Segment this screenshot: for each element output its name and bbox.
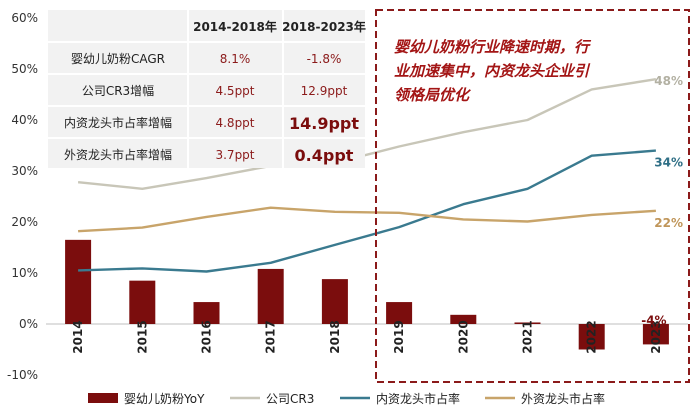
end-labels: -4% 48% 34% 22%	[641, 74, 683, 327]
y-tick-label: 30%	[11, 164, 38, 178]
legend-label-cr3: 公司CR3	[266, 392, 314, 406]
table-header-2018-2023: 2018-2023年	[282, 19, 366, 34]
table-cell: 4.5ppt	[215, 84, 254, 98]
bar-yoy-2021	[514, 322, 541, 324]
line-series-1	[77, 78, 657, 191]
table-cell: 4.8ppt	[215, 116, 254, 130]
table-row-label: 婴幼儿奶粉CAGR	[71, 52, 165, 66]
bar-yoy-2016	[193, 302, 220, 324]
end-label-3: 22%	[654, 216, 683, 230]
legend-label-foreign: 外资龙头市占率	[521, 391, 605, 406]
bar-yoy-2014	[65, 239, 92, 324]
x-tick-label: 2015	[135, 320, 149, 353]
legend-label-yoy: 婴幼儿奶粉YoY	[124, 392, 205, 406]
table-cell-highlight: 0.4ppt	[295, 146, 354, 165]
x-tick-label: 2018	[328, 320, 342, 353]
y-tick-label: 10%	[11, 266, 38, 280]
x-axis-ticks: 2014 2015 2016 2017 2018 2019 2020 2021 2022 2023	[71, 320, 663, 353]
bar-yoy-2018	[321, 279, 348, 324]
x-tick-label: 2021	[521, 320, 535, 353]
legend-label-domestic: 内资龙头市占率	[376, 391, 460, 406]
x-tick-label: 2014	[71, 320, 85, 353]
y-tick-label: 60%	[11, 11, 38, 25]
table-cell: -1.8%	[307, 52, 342, 66]
bar-yoy-2017	[257, 268, 284, 324]
table-header-2014-2018: 2014-2018年	[193, 19, 277, 34]
y-tick-label: 20%	[11, 215, 38, 229]
line-series-2	[78, 149, 656, 273]
bar-yoy-2022	[578, 324, 605, 350]
table-cell-highlight: 14.9ppt	[289, 114, 359, 133]
y-tick-label: 0%	[19, 317, 38, 331]
annotation-line-2: 业加速集中，内资龙头企业引	[394, 62, 591, 80]
bar-yoy-2015	[129, 280, 156, 324]
end-label-0: -4%	[641, 313, 666, 327]
table-cell: 12.9ppt	[301, 84, 348, 98]
y-tick-label: 40%	[11, 113, 38, 127]
end-label-1: 48%	[654, 74, 683, 88]
annotation-line-3: 领格局优化	[394, 86, 471, 104]
bar-yoy-2023	[642, 324, 669, 345]
line-series	[77, 78, 657, 273]
y-tick-label: -10%	[7, 368, 38, 382]
annotation-line-1: 婴幼儿奶粉行业降速时期，行	[394, 38, 592, 56]
table-row-label: 外资龙头市占率增幅	[64, 147, 172, 162]
x-tick-label: 2023	[649, 320, 663, 353]
x-tick-label: 2016	[200, 320, 214, 353]
bar-yoy-2019	[386, 302, 413, 324]
bar-series	[65, 239, 669, 350]
table-background	[48, 10, 365, 168]
legend: 婴幼儿奶粉YoY 公司CR3 内资龙头市占率 外资龙头市占率	[88, 391, 605, 406]
summary-table: 2014-2018年 2018-2023年 婴幼儿奶粉CAGR 8.1% -1.…	[48, 10, 366, 168]
line-series-3	[78, 206, 656, 233]
x-tick-label: 2017	[264, 320, 278, 353]
table-row-label: 公司CR3增幅	[82, 83, 154, 98]
highlight-box	[375, 9, 690, 383]
table-row-label: 内资龙头市占率增幅	[64, 115, 172, 130]
bar-yoy-2020	[450, 314, 477, 324]
y-tick-label: 50%	[11, 62, 38, 76]
x-tick-label: 2019	[392, 320, 406, 353]
end-label-2: 34%	[654, 156, 683, 170]
legend-swatch-yoy	[88, 393, 118, 403]
table-cell: 3.7ppt	[215, 148, 254, 162]
table-cell: 8.1%	[220, 52, 251, 66]
x-tick-label: 2022	[585, 320, 599, 353]
x-tick-label: 2020	[456, 320, 470, 353]
